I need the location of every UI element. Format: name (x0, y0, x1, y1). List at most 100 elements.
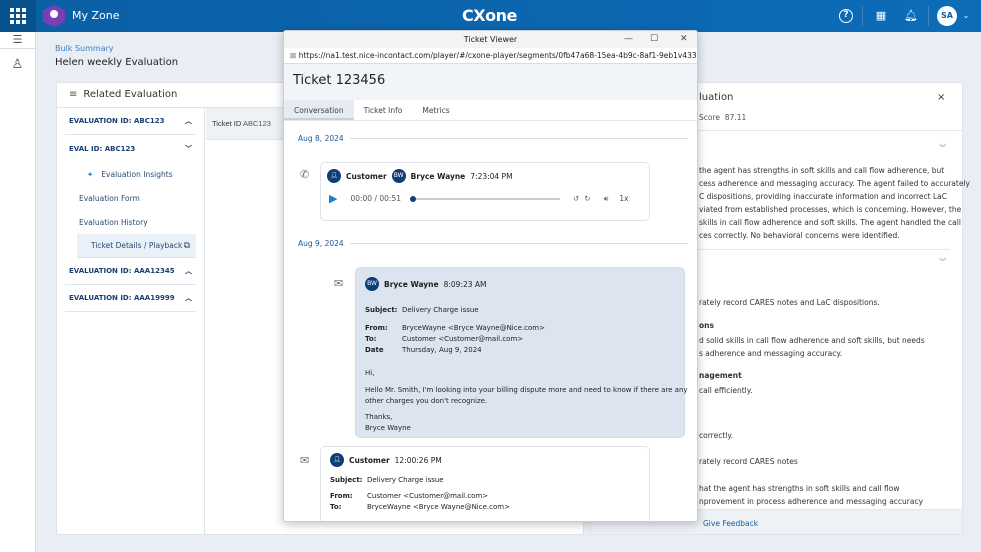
sender-name: Bryce Wayne (384, 279, 439, 289)
agent-avatar: BW (365, 277, 379, 291)
my-zone-logo (43, 5, 65, 27)
nav-group[interactable]: EVALUATION ID: ABC123 ︿ (65, 108, 196, 135)
panel-title: luation (699, 92, 734, 103)
detail-text: correctly. (699, 431, 734, 440)
nav-group[interactable]: EVALUATION ID: AAA12345 ︿ (65, 258, 196, 285)
customer-avatar: 👤︎ (327, 169, 341, 183)
customer-avatar: 👤︎ (330, 453, 344, 467)
divider (928, 6, 929, 26)
cxone-logo: CXone (462, 6, 517, 25)
grid-icon (10, 8, 26, 24)
detail-text: hat the agent has strengths in soft skil… (699, 484, 900, 493)
tab-ticket-info[interactable]: Ticket Info (363, 106, 403, 115)
nav-group[interactable]: EVALUATION ID: AAA19999 ︿ (65, 285, 196, 312)
email-icon: ✉ (334, 277, 344, 290)
chevron-up-icon: ︿ (185, 117, 192, 125)
nav-group-label: EVAL ID: ABC123 (69, 144, 136, 153)
collapse-icon[interactable]: ︾ (939, 143, 947, 152)
agent-avatar: BW (391, 169, 406, 183)
chevron-down-icon[interactable]: ⌄ (962, 11, 970, 20)
email-message: BW Bryce Wayne 8:09:23 AM Subject: Delivery… (355, 267, 688, 438)
breadcrumb[interactable]: Bulk Summary (55, 44, 114, 53)
ticket-viewer-window: Ticket Viewer — ☐ ✕ ⊠ https://na1.test.n… (283, 30, 698, 522)
play-button[interactable]: ▶ (329, 192, 338, 205)
top-bar: My Zone CXone ? ▦ 🔔︎ SA ⌄ (0, 0, 981, 32)
help-icon[interactable]: ? (839, 9, 853, 23)
volume-icon[interactable]: 🔊︎ (603, 193, 609, 203)
menu-toggle-icon[interactable]: ☰ (0, 32, 35, 49)
detail-heading: nagement (699, 371, 742, 380)
window-title: Ticket Viewer (463, 35, 518, 44)
nav-item-label: Ticket Details / Playback (91, 241, 183, 250)
time-position: 00:00 / 00:51 (350, 194, 401, 203)
date-divider: Aug 8, 2024 (298, 134, 688, 143)
page-icon: ⊠ (290, 51, 297, 60)
maximize-button[interactable]: ☐ (650, 34, 659, 44)
close-window-button[interactable]: ✕ (680, 34, 688, 44)
score-value: 87.11 (724, 113, 747, 122)
participant-name: Customer (346, 171, 387, 181)
nav-item-evaluation-history[interactable]: Evaluation History (79, 217, 148, 227)
sender-name: Customer (349, 455, 390, 465)
app-name: My Zone (72, 9, 120, 22)
user-icon[interactable]: ♙ (11, 57, 24, 72)
seek-slider[interactable] (410, 195, 560, 202)
give-feedback-link[interactable]: Give Feedback (703, 519, 759, 528)
detail-text: s adherence and messaging accuracy. (699, 349, 843, 358)
detail-text: rately record CARES notes (699, 457, 798, 466)
email-greeting: Hi, (365, 369, 375, 377)
call-time: 7:23:04 PM (470, 171, 513, 181)
phone-icon: ✆ (300, 168, 310, 181)
email-headers: From: Customer <Customer@mail.com> To: Bryc… (330, 492, 510, 511)
nav-group-label: EVALUATION ID: AAA12345 (69, 267, 175, 275)
sparkle-icon: ✦ (87, 169, 94, 179)
detail-text: call efficiently. (699, 386, 753, 395)
presentation-icon[interactable]: ▦ (875, 9, 887, 22)
url-bar[interactable]: https://na1.test.nice-incontact.com/play… (298, 51, 697, 60)
card-title: Related Evaluation (83, 89, 178, 100)
email-icon: ✉ (300, 454, 310, 467)
user-avatar[interactable]: SA (937, 6, 957, 26)
page-title: Helen weekly Evaluation (55, 57, 179, 68)
tab-conversation[interactable]: Conversation (284, 100, 354, 120)
email-body: Hello Mr. Smith, I'm looking into your b… (365, 386, 688, 405)
detail-heading: ons (699, 321, 714, 330)
chevron-up-icon: ︿ (185, 267, 192, 275)
divider (862, 6, 863, 26)
nav-item-evaluation-form[interactable]: Evaluation Form (79, 193, 140, 203)
bell-icon[interactable]: 🔔︎ (904, 9, 918, 22)
ticket-id-value: ABC123 (242, 119, 271, 128)
detail-text: rately record CARES notes and LaC dispos… (699, 298, 880, 307)
call-card: 👤︎ Customer BW Bryce Wayne 7:23:04 PM ▶ 00:… (320, 162, 650, 221)
app-launcher-button[interactable] (0, 0, 36, 32)
evaluation-nav: EVALUATION ID: ABC123 ︿ EVAL ID: ABC123 ﹀ … (57, 108, 205, 534)
collapse-icon[interactable]: ︾ (939, 257, 947, 266)
ticket-title: Ticket 123456 (284, 64, 697, 100)
external-link-icon[interactable]: ⧉ (183, 240, 190, 251)
detail-text: nprovement in process adherence and mess… (699, 497, 924, 506)
email-subject: Subject: Delivery Charge issue (330, 476, 444, 484)
tab-metrics[interactable]: Metrics (422, 106, 450, 115)
nav-item-ticket-details[interactable]: Ticket Details / Playback ⧉ (77, 234, 196, 258)
summary-text: the agent has strengths in soft skills a… (699, 166, 970, 240)
minimize-button[interactable]: — (624, 34, 633, 44)
forward-icon[interactable]: ↻ (584, 194, 591, 203)
speed-button[interactable]: 1x (619, 194, 629, 203)
nav-group-label: EVALUATION ID: AAA19999 (69, 294, 175, 302)
nav-item-label: Evaluation Insights (101, 169, 173, 179)
date-divider: Aug 9, 2024 (298, 239, 688, 248)
nav-item-evaluation-insights[interactable]: ✦ Evaluation Insights (65, 162, 196, 186)
rewind-icon[interactable]: ↺ (573, 194, 580, 203)
email-time: 8:09:23 AM (443, 279, 487, 289)
email-message: 👤︎ Customer 12:00:26 PM Subject: Delivery C… (320, 446, 650, 521)
filter-add-icon: ≡ (69, 89, 78, 100)
left-rail: ☰ ♙ (0, 32, 36, 552)
nav-group-label: EVALUATION ID: ABC123 (69, 117, 165, 125)
chevron-up-icon: ︿ (185, 294, 192, 302)
chevron-down-icon: ﹀ (185, 144, 192, 153)
participant-name: Bryce Wayne (410, 171, 466, 181)
close-icon[interactable]: × (937, 92, 946, 103)
email-time: 12:00:26 PM (394, 455, 442, 465)
nav-group[interactable]: EVAL ID: ABC123 ﹀ (65, 135, 196, 162)
score: Score 87.11 (699, 113, 747, 122)
